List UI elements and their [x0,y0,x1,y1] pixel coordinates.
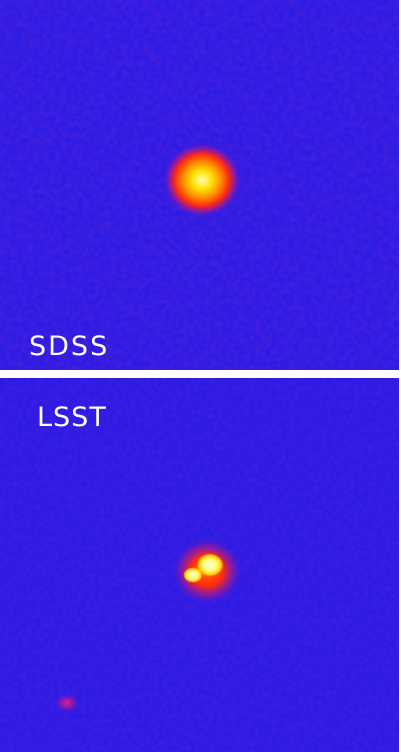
sdss-source-image [0,0,399,370]
sdss-galaxy [162,142,242,218]
panel-divider [0,370,401,378]
lsst-faint-source [54,693,80,713]
lsst-galaxy-core-b [183,567,203,583]
lsst-source-image [0,378,399,752]
sdss-image-panel: SDSS [0,0,399,370]
sdss-label: SDSS [29,331,110,362]
lsst-image-panel: LSST [0,378,399,752]
lsst-label: LSST [37,402,107,433]
lsst-galaxy-core-a [196,553,224,577]
